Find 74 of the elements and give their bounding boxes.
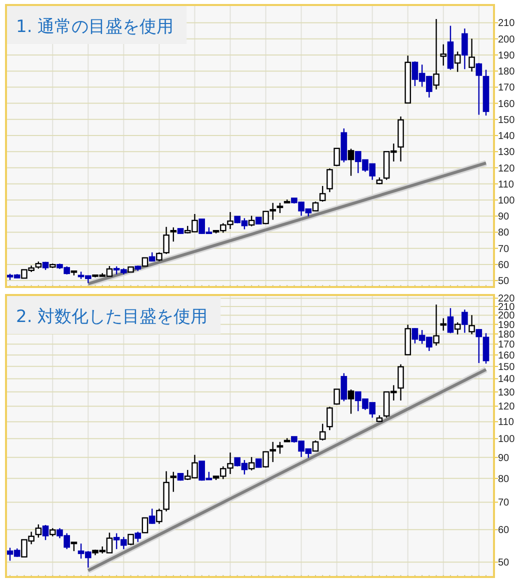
candlestick [326, 168, 333, 193]
y-tick-label: 200 [498, 34, 516, 46]
y-tick-label: 170 [498, 340, 516, 351]
y-tick-label: 80 [498, 228, 510, 239]
candlestick [398, 364, 404, 402]
y-tick-label: 50 [498, 558, 510, 569]
y-tick-label: 110 [498, 179, 514, 190]
y-tick-label: 70 [498, 244, 510, 255]
y-tick-label: 130 [498, 147, 516, 158]
y-tick-label: 190 [498, 50, 516, 62]
y-tick-label: 70 [498, 498, 510, 509]
candlestick [454, 322, 461, 336]
candlestick [440, 318, 447, 332]
candlestick [468, 38, 475, 72]
y-tick-label: 90 [498, 452, 510, 464]
y-tick-label: 190 [498, 320, 516, 331]
candlestick [134, 531, 142, 543]
candlestick [156, 508, 162, 524]
candlestick [462, 28, 468, 70]
candlestick [433, 304, 440, 346]
y-tick-label: 180 [498, 66, 516, 78]
y-tick-label: 90 [498, 212, 510, 223]
candlestick [35, 524, 42, 538]
y-tick-label: 160 [498, 98, 516, 110]
candlestick [326, 406, 333, 431]
candlestick [433, 18, 440, 90]
candlestick [312, 440, 319, 452]
candlestick [170, 471, 177, 492]
y-tick-label: 140 [498, 374, 516, 386]
candlestick [319, 185, 326, 202]
y-tick-label: 140 [498, 131, 516, 142]
candlestick [468, 314, 475, 335]
candlestick [340, 372, 348, 402]
y-tick-label: 50 [498, 276, 510, 288]
y-tick-label: 150 [498, 114, 516, 126]
candlestick [447, 308, 454, 334]
y-tick-label: 120 [498, 402, 516, 413]
y-tick-label: 80 [498, 474, 510, 485]
candlestick [248, 456, 255, 471]
candlestick [454, 50, 461, 72]
candlestick [334, 388, 340, 406]
candlestick [148, 508, 156, 524]
candlestick [276, 441, 284, 454]
y-tick-label: 100 [498, 434, 516, 446]
candlestick [440, 44, 447, 66]
y-tick-label: 180 [498, 329, 516, 340]
y-tick-label: 160 [498, 350, 516, 362]
y-tick-label: 110 [498, 417, 514, 428]
y-tick-label: 100 [498, 195, 516, 206]
candlestick [312, 200, 319, 212]
candlestick [462, 308, 468, 334]
y-tick-label: 120 [498, 163, 516, 174]
candlestick [348, 148, 354, 176]
text: 2. 対数化した目盛を使用 [16, 307, 208, 327]
candlestick [482, 332, 490, 364]
candlestick [348, 388, 354, 414]
y-tick-label: 60 [498, 525, 510, 536]
candlestick [42, 524, 49, 541]
candlestick [276, 202, 284, 214]
candlestick [319, 423, 326, 442]
y-tick-label: 150 [498, 362, 516, 373]
y-tick-label: 210 [498, 18, 516, 30]
candlestick [170, 226, 177, 242]
candlestick [476, 328, 482, 364]
y-tick-label: 60 [498, 260, 510, 271]
candlestick [248, 215, 255, 227]
y-tick-label: 200 [498, 310, 516, 322]
y-tick-label: 130 [498, 387, 516, 398]
candlestick [142, 517, 148, 534]
y-tick-label: 170 [498, 82, 516, 94]
candlestick [476, 62, 482, 116]
y-tick-label: 210 [498, 302, 516, 313]
text: 1. 通常の目盛を使用 [16, 17, 174, 37]
candlestick [334, 148, 340, 167]
